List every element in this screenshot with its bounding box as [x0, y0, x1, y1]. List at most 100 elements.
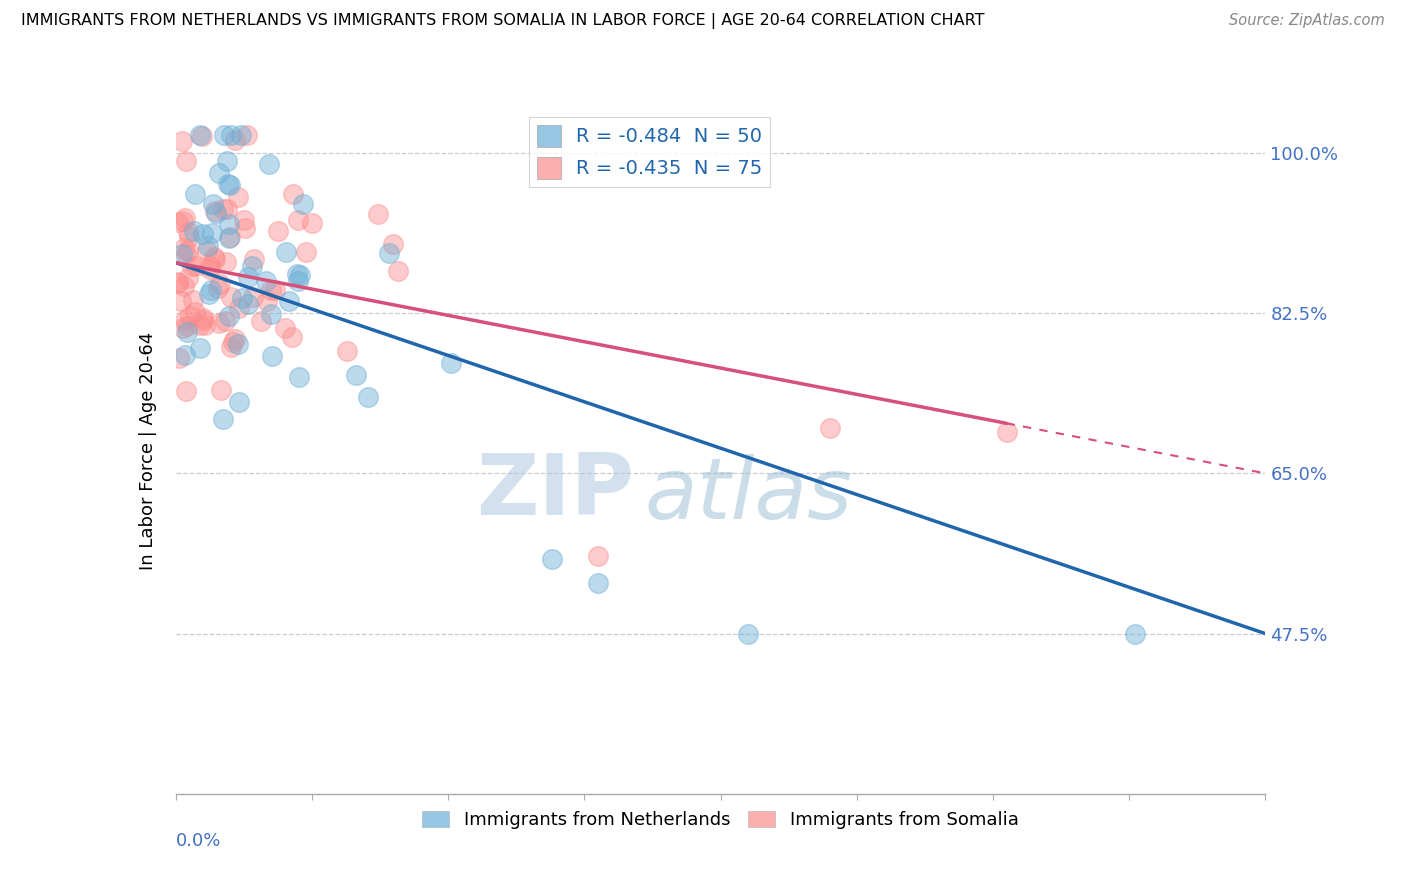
Point [229, 128, 252, 142]
Text: IMMIGRANTS FROM NETHERLANDS VS IMMIGRANTS FROM SOMALIA IN LABOR FORCE | AGE 20-6: IMMIGRANTS FROM NETHERLANDS VS IMMIGRANT… [21, 13, 984, 29]
Point [267, 224, 290, 238]
Point [219, 340, 242, 354]
Point [231, 291, 253, 305]
Point [173, 241, 195, 255]
Point [260, 308, 283, 322]
Point [173, 279, 195, 293]
Point [274, 245, 297, 260]
Point [174, 384, 197, 398]
Point [224, 332, 246, 346]
Point [218, 229, 240, 244]
Point [170, 293, 193, 308]
Point [219, 178, 242, 193]
Point [281, 187, 304, 202]
Point [217, 202, 239, 216]
Y-axis label: In Labor Force | Age 20-64: In Labor Force | Age 20-64 [139, 331, 157, 570]
Point [336, 343, 359, 358]
Point [176, 247, 198, 261]
Point [287, 274, 309, 288]
Point [167, 275, 190, 289]
Legend: R = -0.484  N = 50, R = -0.435  N = 75: R = -0.484 N = 50, R = -0.435 N = 75 [530, 117, 770, 187]
Point [256, 293, 278, 308]
Point [292, 197, 315, 211]
Point [215, 255, 238, 269]
Text: ZIP: ZIP [475, 450, 633, 533]
Point [995, 425, 1018, 439]
Point [201, 197, 224, 211]
Point [207, 166, 229, 180]
Text: Source: ZipAtlas.com: Source: ZipAtlas.com [1229, 13, 1385, 29]
Point [250, 314, 273, 328]
Point [294, 245, 316, 260]
Point [191, 311, 214, 326]
Point [177, 226, 200, 240]
Point [209, 277, 232, 292]
Point [183, 224, 205, 238]
Point [212, 412, 235, 426]
Point [218, 309, 240, 323]
Point [586, 576, 609, 591]
Point [184, 259, 207, 273]
Point [167, 351, 190, 365]
Point [281, 329, 304, 343]
Point [215, 154, 238, 169]
Point [212, 128, 235, 142]
Point [181, 293, 204, 307]
Point [440, 355, 463, 369]
Point [240, 259, 263, 273]
Point [219, 290, 242, 304]
Point [233, 213, 256, 227]
Point [191, 312, 214, 326]
Point [387, 264, 409, 278]
Point [541, 552, 564, 566]
Point [356, 391, 378, 405]
Point [179, 230, 201, 244]
Point [170, 247, 193, 261]
Point [211, 202, 233, 216]
Point [236, 297, 259, 311]
Point [242, 290, 264, 304]
Point [174, 154, 197, 169]
Point [172, 320, 194, 334]
Point [228, 301, 250, 315]
Point [217, 177, 239, 191]
Point [224, 133, 246, 147]
Point [263, 283, 285, 297]
Point [226, 336, 249, 351]
Point [190, 128, 212, 142]
Point [198, 262, 221, 277]
Point [176, 319, 198, 334]
Point [195, 244, 218, 258]
Point [188, 341, 211, 355]
Point [202, 250, 225, 264]
Point [378, 245, 401, 260]
Point [205, 206, 228, 220]
Point [818, 420, 841, 434]
Point [198, 259, 221, 273]
Point [285, 267, 308, 281]
Point [174, 313, 197, 327]
Point [221, 335, 243, 350]
Point [278, 293, 301, 308]
Point [184, 304, 207, 318]
Point [207, 281, 229, 295]
Text: atlas: atlas [644, 454, 852, 537]
Point [172, 213, 194, 227]
Point [211, 383, 233, 397]
Point [1123, 626, 1146, 640]
Point [260, 283, 283, 297]
Point [193, 227, 215, 242]
Point [235, 128, 257, 142]
Point [287, 212, 309, 227]
Point [167, 215, 190, 229]
Point [208, 317, 231, 331]
Point [218, 217, 240, 231]
Point [218, 231, 240, 245]
Point [243, 252, 266, 266]
Point [219, 128, 242, 142]
Point [344, 368, 367, 382]
Point [257, 157, 280, 171]
Point [201, 226, 224, 240]
Text: 0.0%: 0.0% [176, 831, 221, 850]
Point [198, 286, 221, 301]
